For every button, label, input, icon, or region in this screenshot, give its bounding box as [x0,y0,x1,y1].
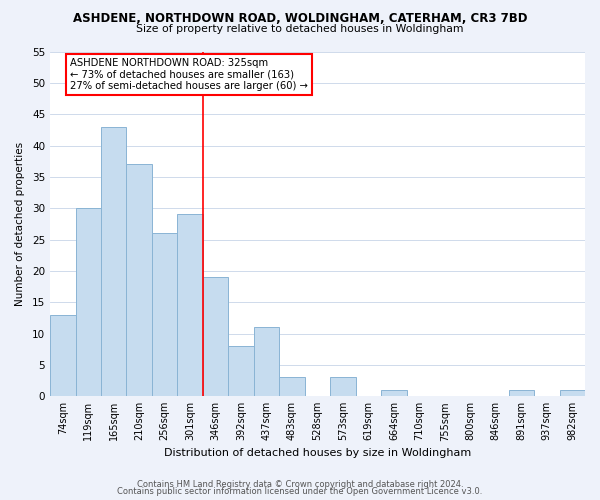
Bar [560,390,585,396]
X-axis label: Distribution of detached houses by size in Woldingham: Distribution of detached houses by size … [164,448,471,458]
Bar [203,277,229,396]
Bar [178,214,203,396]
Bar [229,346,254,396]
Bar [254,328,280,396]
Bar [76,208,101,396]
Bar [509,390,534,396]
Text: Contains public sector information licensed under the Open Government Licence v3: Contains public sector information licen… [118,487,482,496]
Bar [330,378,356,396]
Bar [50,314,76,396]
Text: Contains HM Land Registry data © Crown copyright and database right 2024.: Contains HM Land Registry data © Crown c… [137,480,463,489]
Text: ASHDENE, NORTHDOWN ROAD, WOLDINGHAM, CATERHAM, CR3 7BD: ASHDENE, NORTHDOWN ROAD, WOLDINGHAM, CAT… [73,12,527,24]
Text: Size of property relative to detached houses in Woldingham: Size of property relative to detached ho… [136,24,464,34]
Bar [280,378,305,396]
Bar [381,390,407,396]
Bar [127,164,152,396]
Text: ASHDENE NORTHDOWN ROAD: 325sqm
← 73% of detached houses are smaller (163)
27% of: ASHDENE NORTHDOWN ROAD: 325sqm ← 73% of … [70,58,308,91]
Bar [152,233,178,396]
Bar [101,126,127,396]
Y-axis label: Number of detached properties: Number of detached properties [15,142,25,306]
